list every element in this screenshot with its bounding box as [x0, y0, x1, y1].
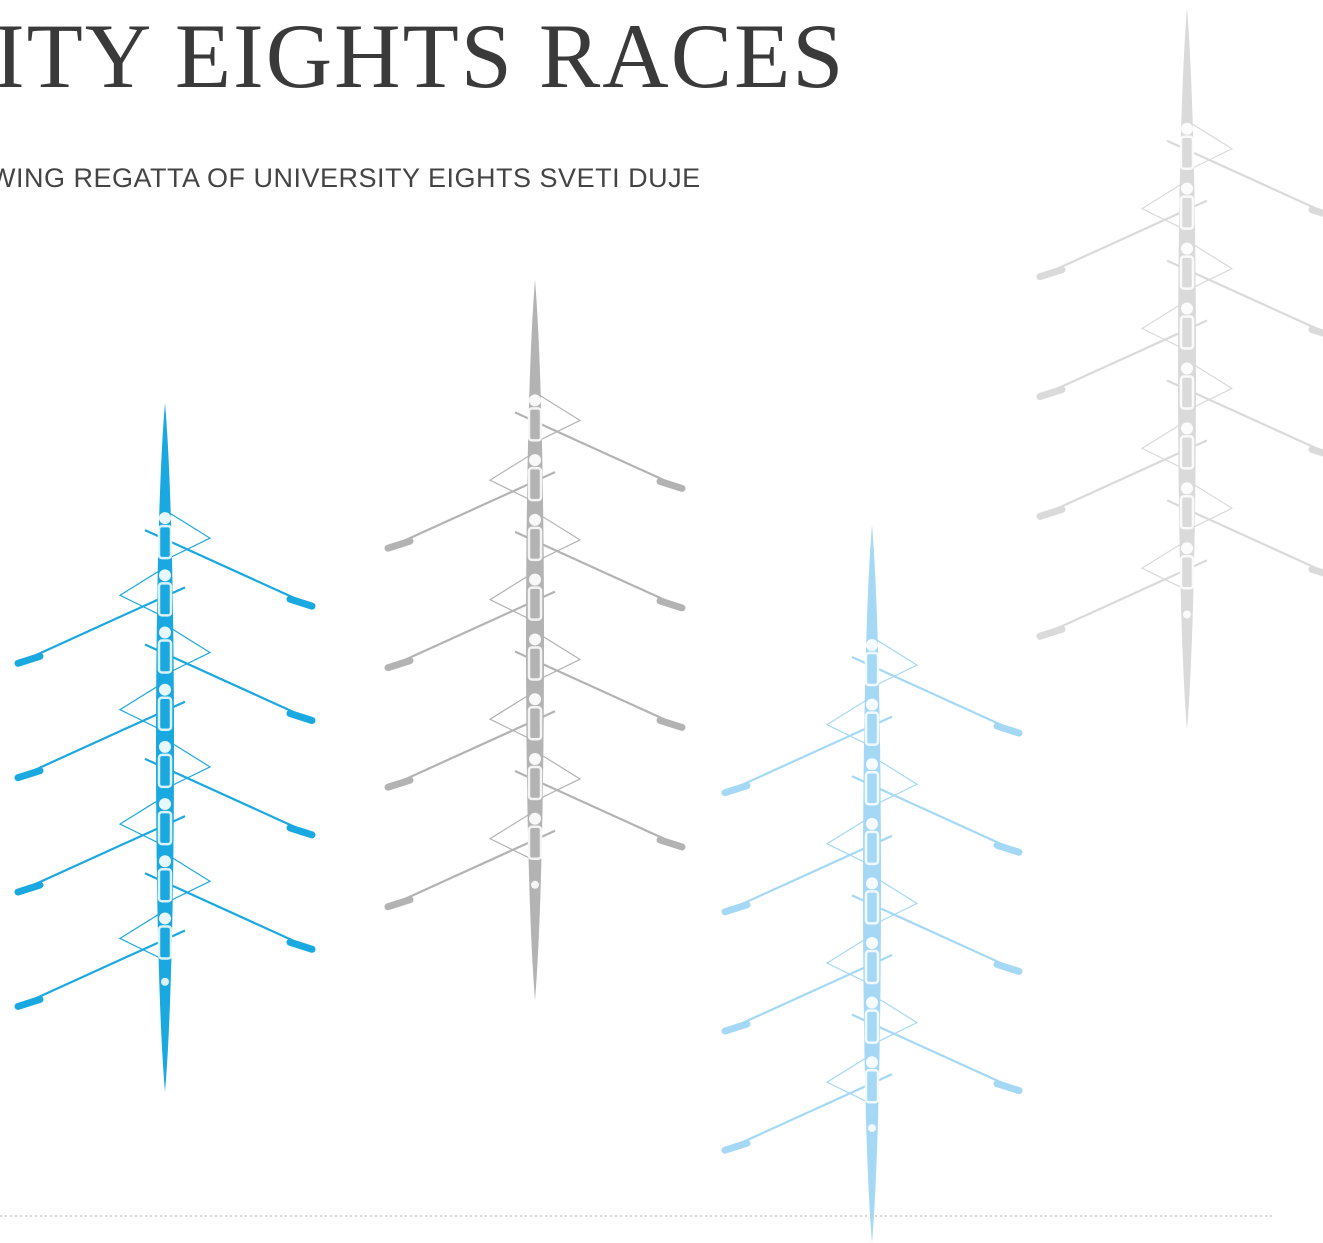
oar-blade: [1040, 390, 1062, 397]
rower-head: [159, 741, 171, 753]
rower-head: [1181, 183, 1193, 195]
rower-head: [529, 514, 541, 526]
oar-blade: [388, 780, 410, 787]
rower-head: [1181, 422, 1193, 434]
boats: [18, 8, 1323, 1243]
rower-head: [1181, 243, 1193, 255]
page: ITY EIGHTS RACES WING REGATTA OF UNIVERS…: [0, 0, 1323, 1243]
page-title: ITY EIGHTS RACES: [0, 5, 845, 107]
oar-blade: [388, 661, 410, 668]
oar-blade: [388, 541, 410, 548]
rower-head: [529, 753, 541, 765]
oar-blade: [1040, 629, 1062, 636]
rower-head: [529, 574, 541, 586]
rower-head: [866, 997, 878, 1009]
oar-blade: [1040, 270, 1062, 277]
oar-blade: [1312, 449, 1323, 456]
rower-head: [159, 684, 171, 696]
oar-blade: [290, 828, 312, 835]
rower-head: [159, 512, 171, 524]
oar-blade: [1312, 330, 1323, 337]
rower-head: [529, 394, 541, 406]
oar-blade: [18, 771, 40, 778]
oar-blade: [1312, 569, 1323, 576]
oar-blade: [18, 656, 40, 663]
cox: [1183, 610, 1191, 618]
rower-head: [159, 627, 171, 639]
cox: [868, 1124, 876, 1132]
oar-blade: [388, 900, 410, 907]
rower-head: [866, 937, 878, 949]
rower-head: [866, 818, 878, 830]
rower-head: [866, 758, 878, 770]
oar-blade: [18, 885, 40, 892]
oar-blade: [997, 964, 1019, 971]
rower-head: [159, 855, 171, 867]
rower-head: [1181, 482, 1193, 494]
oar-blade: [290, 599, 312, 606]
oar-blade: [660, 840, 682, 847]
rower-head: [159, 912, 171, 924]
oar-blade: [660, 720, 682, 727]
rower-head: [866, 639, 878, 651]
rower-head: [529, 454, 541, 466]
oar-blade: [725, 786, 747, 793]
boat: [725, 525, 1019, 1243]
oar-blade: [290, 942, 312, 949]
rower-head: [529, 693, 541, 705]
oar-blade: [1040, 509, 1062, 516]
oar-blade: [660, 481, 682, 488]
boat: [1040, 8, 1323, 730]
rower-head: [866, 699, 878, 711]
boat: [18, 403, 312, 1092]
oar-blade: [725, 1024, 747, 1031]
rower-head: [866, 877, 878, 889]
rower-head: [529, 633, 541, 645]
rower-head: [1181, 303, 1193, 315]
rower-head: [1181, 542, 1193, 554]
cox: [531, 881, 539, 889]
boat: [388, 280, 682, 1000]
oar-blade: [997, 726, 1019, 733]
rower-head: [1181, 362, 1193, 374]
oar-blade: [1312, 210, 1323, 217]
oar-blade: [997, 845, 1019, 852]
oar-blade: [725, 1143, 747, 1150]
rower-head: [159, 569, 171, 581]
rower-head: [159, 798, 171, 810]
hero-graphic: ITY EIGHTS RACES WING REGATTA OF UNIVERS…: [0, 0, 1323, 1243]
cox: [161, 978, 169, 986]
oar-blade: [725, 905, 747, 912]
rower-head: [866, 1056, 878, 1068]
oar-blade: [997, 1084, 1019, 1091]
oar-blade: [660, 601, 682, 608]
rower-head: [1181, 123, 1193, 135]
oar-blade: [290, 714, 312, 721]
oar-blade: [18, 999, 40, 1006]
page-subtitle: WING REGATTA OF UNIVERSITY EIGHTS SVETI …: [0, 163, 701, 193]
rower-head: [529, 813, 541, 825]
